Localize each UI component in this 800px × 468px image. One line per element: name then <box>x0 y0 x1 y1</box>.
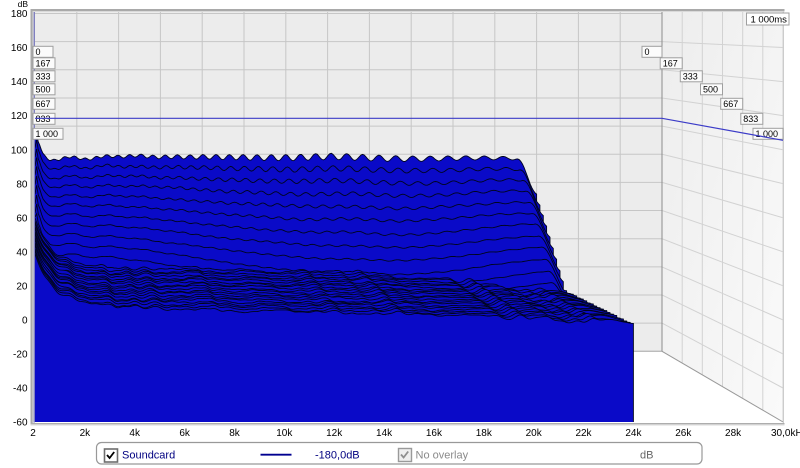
svg-text:-180,0dB: -180,0dB <box>315 450 360 462</box>
svg-text:167: 167 <box>663 59 678 69</box>
svg-text:2: 2 <box>30 428 36 439</box>
svg-text:0: 0 <box>645 47 650 57</box>
svg-text:833: 833 <box>36 114 51 124</box>
svg-text:2k: 2k <box>80 428 92 439</box>
svg-text:833: 833 <box>743 114 758 124</box>
svg-text:24k: 24k <box>625 428 642 439</box>
svg-text:120: 120 <box>11 111 28 122</box>
svg-text:500: 500 <box>36 85 51 95</box>
svg-text:160: 160 <box>11 43 28 54</box>
svg-text:333: 333 <box>683 72 698 82</box>
svg-text:4k: 4k <box>129 428 141 439</box>
svg-text:0: 0 <box>36 47 41 57</box>
svg-text:18k: 18k <box>476 428 493 439</box>
svg-text:Soundcard: Soundcard <box>122 450 175 462</box>
svg-text:10k: 10k <box>276 428 293 439</box>
svg-text:1 000ms: 1 000ms <box>751 14 788 25</box>
svg-text:20k: 20k <box>526 428 543 439</box>
svg-text:30,0kHz: 30,0kHz <box>771 428 800 439</box>
svg-text:333: 333 <box>36 72 51 82</box>
svg-text:1 000: 1 000 <box>36 129 59 139</box>
svg-text:0: 0 <box>22 316 28 327</box>
svg-text:-60: -60 <box>13 418 28 429</box>
svg-text:667: 667 <box>723 99 738 109</box>
svg-text:180: 180 <box>11 9 28 20</box>
svg-text:20: 20 <box>16 281 28 292</box>
svg-text:667: 667 <box>36 99 51 109</box>
svg-text:26k: 26k <box>675 428 692 439</box>
svg-text:16k: 16k <box>426 428 443 439</box>
svg-text:-20: -20 <box>13 350 28 361</box>
svg-text:167: 167 <box>36 59 51 69</box>
svg-text:80: 80 <box>16 179 28 190</box>
svg-text:-40: -40 <box>13 384 28 395</box>
svg-text:22k: 22k <box>575 428 592 439</box>
svg-text:40: 40 <box>16 247 28 258</box>
svg-text:60: 60 <box>16 213 28 224</box>
svg-text:28k: 28k <box>725 428 742 439</box>
svg-text:dB: dB <box>18 0 29 9</box>
svg-text:140: 140 <box>11 77 28 88</box>
svg-text:No overlay: No overlay <box>416 450 469 462</box>
svg-text:1 000: 1 000 <box>756 129 779 139</box>
svg-text:100: 100 <box>11 145 28 156</box>
svg-text:12k: 12k <box>326 428 343 439</box>
svg-text:8k: 8k <box>229 428 241 439</box>
svg-text:14k: 14k <box>376 428 393 439</box>
svg-text:500: 500 <box>703 85 718 95</box>
svg-text:dB: dB <box>640 450 653 462</box>
svg-text:6k: 6k <box>179 428 191 439</box>
